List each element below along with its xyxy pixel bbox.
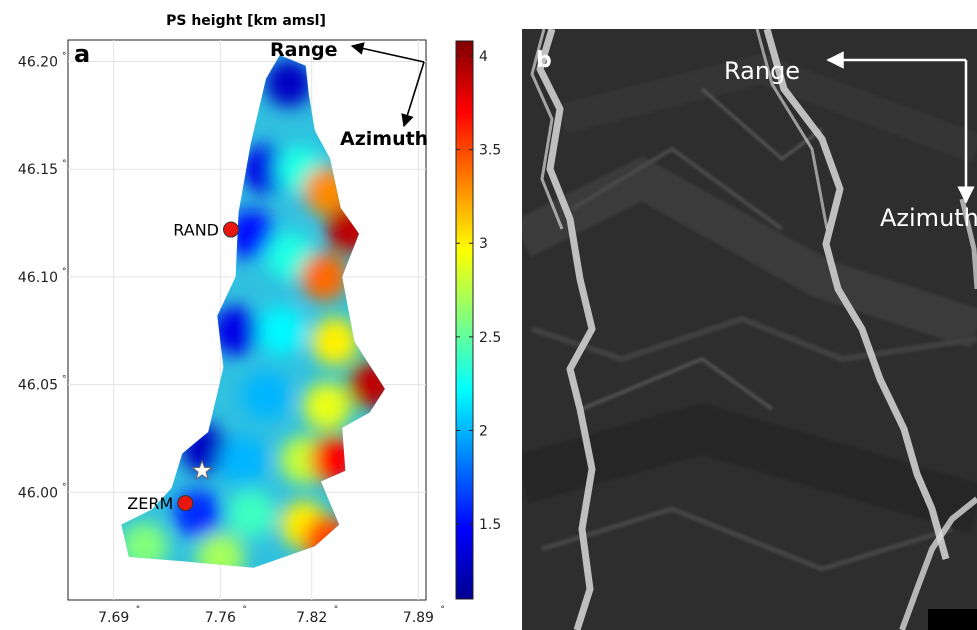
colorbar-tick-label: 3.5 xyxy=(479,143,501,159)
y-tick-label: 46.00 xyxy=(18,485,58,501)
range-arrow-a xyxy=(350,42,425,63)
x-tick-label: 7.82 xyxy=(296,610,327,626)
y-tick-label: 46.20 xyxy=(18,55,58,71)
star-marker xyxy=(191,459,213,481)
height-zone xyxy=(242,145,291,194)
station-label-zerm: ZERM xyxy=(127,494,173,513)
colorbar xyxy=(455,40,474,600)
sar-texture xyxy=(522,53,977,572)
height-zone xyxy=(310,317,359,366)
y-tick-label: 46.05 xyxy=(18,378,58,394)
x-tick-degree: ° xyxy=(334,605,339,615)
y-tick-labels: 46.20 ° 46.15 ° 46.10 ° 46.05 ° 46.00 ° xyxy=(18,52,67,502)
height-zone xyxy=(219,436,268,484)
azimuth-arrow-a xyxy=(401,61,425,128)
colorbar-tick-label: 3 xyxy=(479,236,488,252)
sar-ridges xyxy=(530,29,977,630)
range-label-b: Range xyxy=(724,57,800,85)
range-label-a: Range xyxy=(270,39,337,61)
height-zone xyxy=(211,306,260,355)
y-tick-degree: ° xyxy=(62,375,67,385)
panel-label-a: a xyxy=(74,40,90,68)
height-zone xyxy=(242,371,291,420)
height-zone xyxy=(264,59,313,108)
x-tick-label: 7.76 xyxy=(205,610,236,626)
height-zone xyxy=(226,489,275,538)
station-markers: RAND ZERM xyxy=(127,221,240,513)
y-tick-label: 46.15 xyxy=(18,162,58,178)
azimuth-label-a: Azimuth xyxy=(340,128,428,150)
colorbar-ticks: 1.5 2 2.5 3 3.5 4 xyxy=(456,49,501,533)
y-tick-degree: ° xyxy=(62,482,67,492)
x-tick-degree: ° xyxy=(242,605,247,615)
x-tick-degree: ° xyxy=(136,605,141,615)
station-marker-rand xyxy=(223,221,240,238)
colorbar-tick-label: 2 xyxy=(479,423,488,439)
x-tick-degree: ° xyxy=(440,605,445,615)
y-tick-degree: ° xyxy=(62,52,67,62)
station-label-rand: RAND xyxy=(173,221,219,240)
panel-b-sar-image: b Range Azimuth xyxy=(522,29,977,630)
y-tick-label: 46.10 xyxy=(18,270,58,286)
chart-title: PS height [km amsl] xyxy=(166,13,326,29)
colorbar-tick-label: 2.5 xyxy=(479,330,501,346)
height-zone xyxy=(196,532,245,568)
panel-label-b: b xyxy=(536,48,552,73)
azimuth-label-b: Azimuth xyxy=(880,204,977,232)
height-zone xyxy=(299,252,348,301)
height-zone xyxy=(264,231,313,280)
colorbar-tick-label: 1.5 xyxy=(479,517,501,533)
y-tick-degree: ° xyxy=(62,267,67,277)
x-tick-label: 7.89 xyxy=(403,610,434,626)
colorbar-tick-label: 4 xyxy=(479,49,488,65)
panel-a-ps-height-map: PS height [km amsl] 46.20 °46.15 °46.10 °46… xyxy=(18,13,501,626)
sar-corner-block xyxy=(928,609,977,630)
station-marker-zerm xyxy=(177,495,194,512)
height-zone xyxy=(302,382,351,431)
x-tick-labels: 7.69 ° 7.76 ° 7.82 ° 7.89 ° xyxy=(98,605,445,626)
height-zone xyxy=(257,306,306,355)
x-tick-label: 7.69 xyxy=(98,610,129,626)
y-tick-degree: ° xyxy=(62,159,67,169)
height-zone xyxy=(226,209,275,258)
